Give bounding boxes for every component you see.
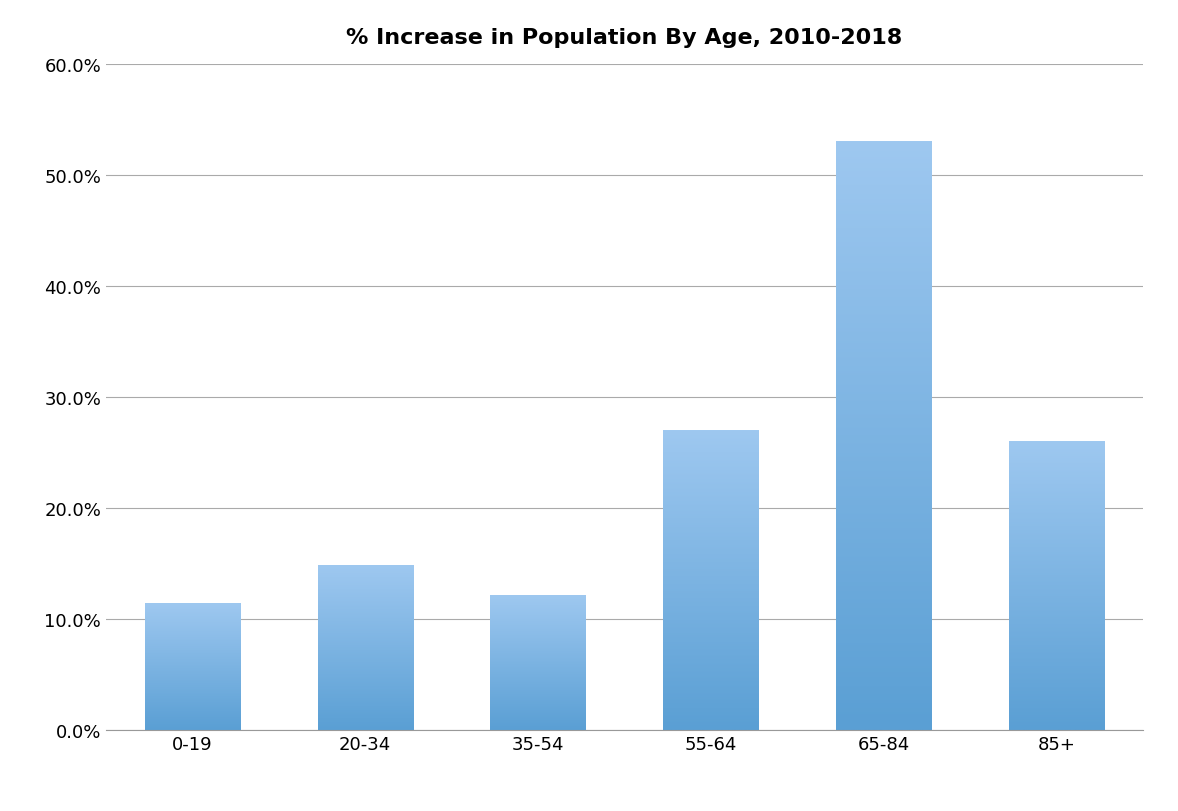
Bar — [490, 596, 585, 730]
Bar — [318, 566, 412, 730]
Bar — [1008, 442, 1104, 730]
Bar — [145, 603, 240, 730]
Title: % Increase in Population By Age, 2010-2018: % Increase in Population By Age, 2010-20… — [346, 28, 902, 48]
Bar — [836, 143, 931, 730]
Bar — [663, 431, 759, 730]
